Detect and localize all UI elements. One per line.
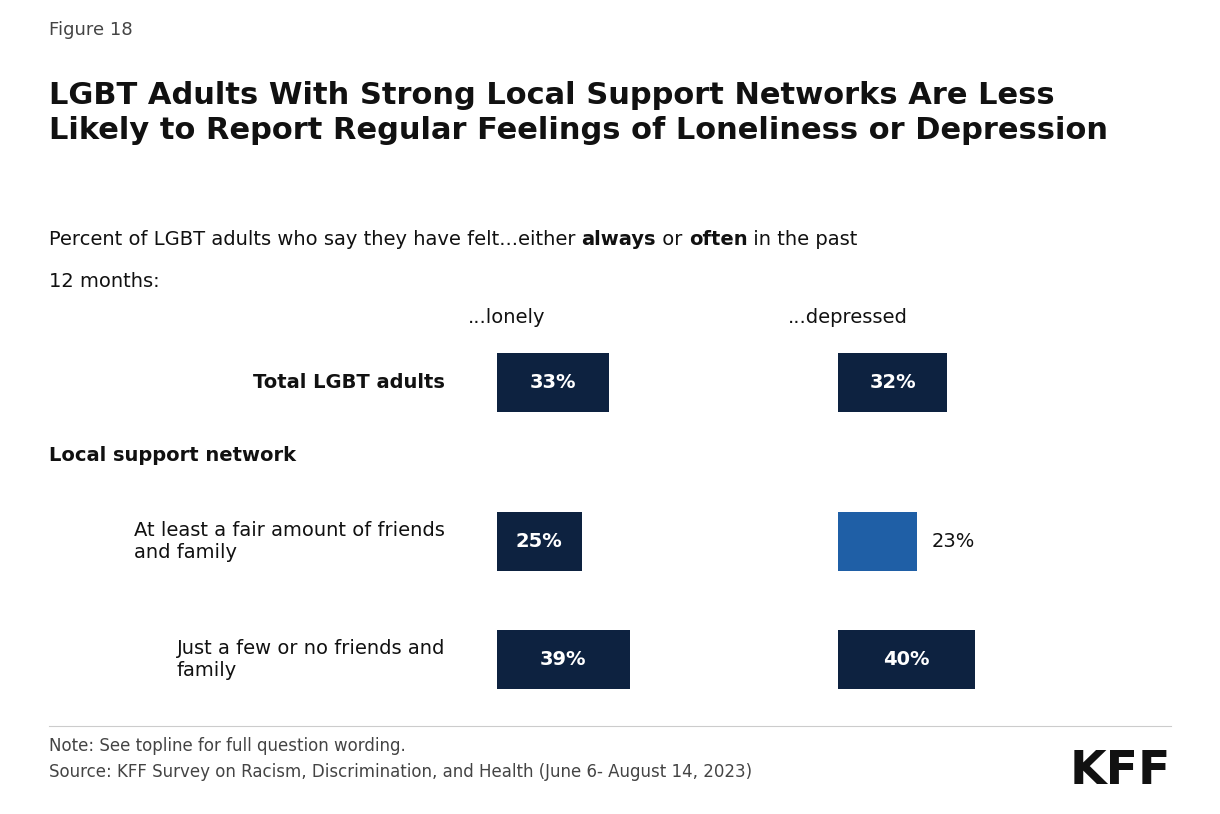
Text: ...depressed: ...depressed (788, 309, 908, 327)
Text: always: always (582, 230, 656, 248)
FancyBboxPatch shape (838, 353, 948, 412)
Text: 23%: 23% (931, 532, 975, 551)
FancyBboxPatch shape (497, 630, 630, 689)
Text: 33%: 33% (529, 373, 576, 392)
Text: KFF: KFF (1070, 749, 1171, 794)
Text: Note: See topline for full question wording.
Source: KFF Survey on Racism, Discr: Note: See topline for full question word… (49, 737, 752, 781)
Text: 32%: 32% (870, 373, 916, 392)
Text: Total LGBT adults: Total LGBT adults (254, 373, 445, 392)
Text: Percent of LGBT adults who say they have felt...either: Percent of LGBT adults who say they have… (49, 230, 582, 248)
FancyBboxPatch shape (497, 512, 582, 571)
Text: 25%: 25% (516, 532, 562, 551)
Text: 40%: 40% (883, 650, 930, 669)
FancyBboxPatch shape (838, 630, 975, 689)
Text: LGBT Adults With Strong Local Support Networks Are Less
Likely to Report Regular: LGBT Adults With Strong Local Support Ne… (49, 81, 1108, 145)
Text: 39%: 39% (540, 650, 587, 669)
Text: ...lonely: ...lonely (467, 309, 545, 327)
Text: 12 months:: 12 months: (49, 272, 160, 291)
Text: often: often (688, 230, 748, 248)
Text: Figure 18: Figure 18 (49, 21, 133, 39)
FancyBboxPatch shape (838, 512, 916, 571)
Text: Just a few or no friends and
family: Just a few or no friends and family (177, 639, 445, 680)
Text: Local support network: Local support network (49, 446, 295, 466)
Text: or: or (656, 230, 688, 248)
Text: in the past: in the past (748, 230, 858, 248)
Text: At least a fair amount of friends
and family: At least a fair amount of friends and fa… (134, 521, 445, 562)
FancyBboxPatch shape (497, 353, 609, 412)
